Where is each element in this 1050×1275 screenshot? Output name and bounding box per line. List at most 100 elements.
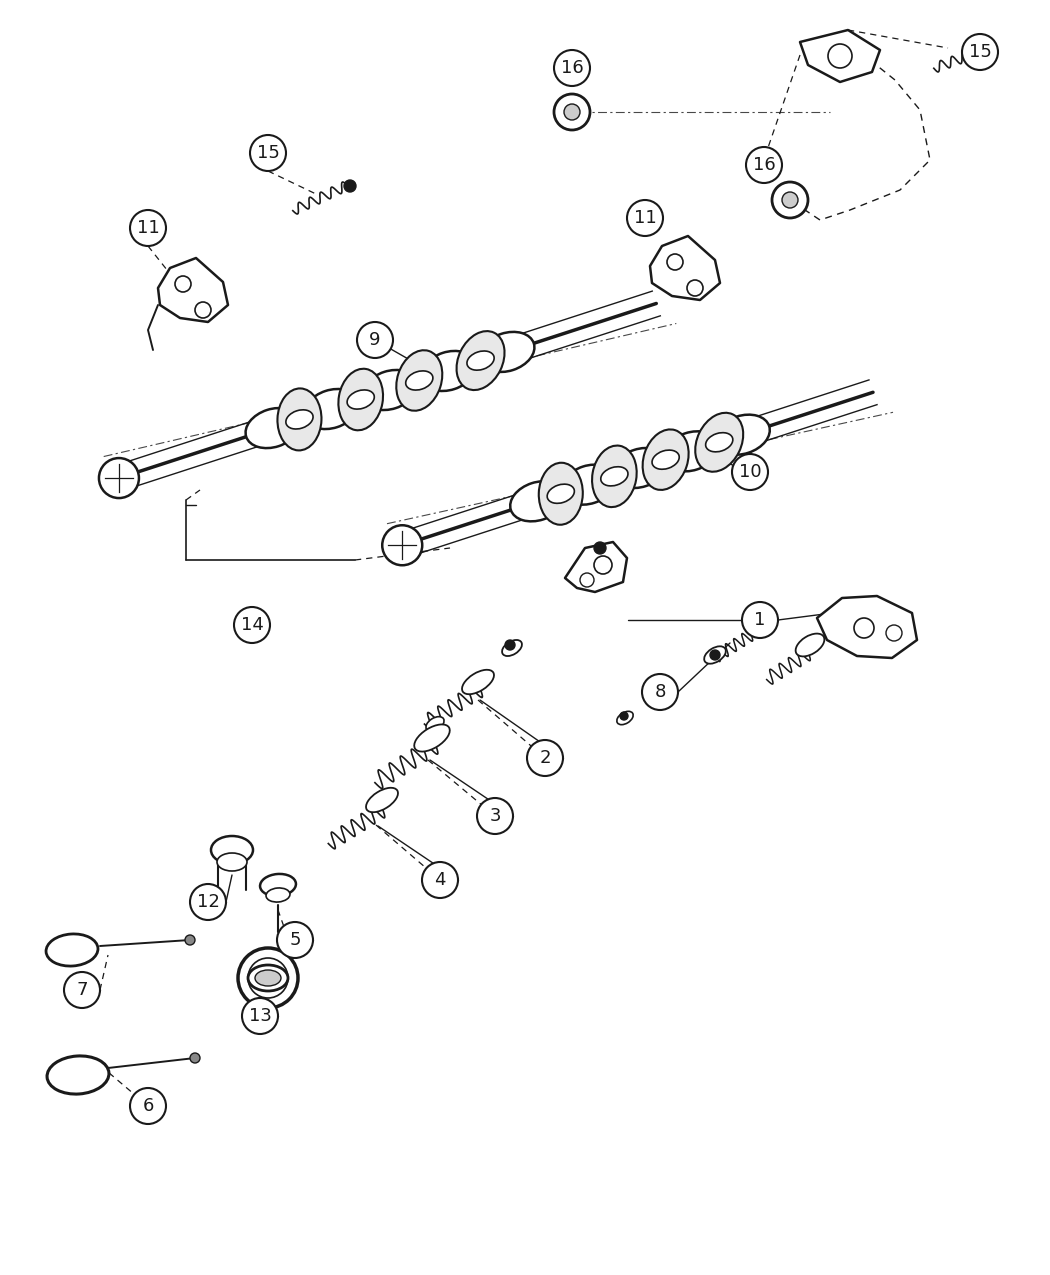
Circle shape bbox=[195, 302, 211, 317]
Ellipse shape bbox=[396, 351, 442, 411]
Circle shape bbox=[190, 1053, 200, 1063]
Circle shape bbox=[642, 674, 678, 710]
Circle shape bbox=[422, 862, 458, 898]
Ellipse shape bbox=[601, 467, 628, 486]
Circle shape bbox=[782, 193, 798, 208]
Polygon shape bbox=[650, 236, 720, 300]
Ellipse shape bbox=[415, 724, 449, 751]
Text: 15: 15 bbox=[256, 144, 279, 162]
Text: 5: 5 bbox=[289, 931, 300, 949]
Circle shape bbox=[687, 280, 704, 296]
Ellipse shape bbox=[467, 351, 495, 370]
Text: 11: 11 bbox=[136, 219, 160, 237]
Text: 9: 9 bbox=[370, 332, 381, 349]
Circle shape bbox=[175, 275, 191, 292]
Ellipse shape bbox=[480, 332, 534, 372]
Ellipse shape bbox=[255, 970, 281, 986]
Circle shape bbox=[382, 525, 422, 565]
Ellipse shape bbox=[705, 646, 726, 664]
Circle shape bbox=[742, 602, 778, 638]
Circle shape bbox=[962, 34, 998, 70]
Circle shape bbox=[710, 650, 720, 660]
Circle shape bbox=[277, 922, 313, 958]
Ellipse shape bbox=[366, 788, 398, 812]
Text: 8: 8 bbox=[654, 683, 666, 701]
Text: 2: 2 bbox=[540, 748, 551, 768]
Circle shape bbox=[667, 254, 682, 270]
Ellipse shape bbox=[304, 389, 359, 430]
Circle shape bbox=[64, 972, 100, 1009]
Ellipse shape bbox=[539, 463, 583, 525]
Circle shape bbox=[594, 556, 612, 574]
Text: 14: 14 bbox=[240, 616, 264, 634]
Polygon shape bbox=[817, 595, 917, 658]
Circle shape bbox=[130, 210, 166, 246]
Circle shape bbox=[242, 998, 278, 1034]
Ellipse shape bbox=[652, 450, 679, 469]
Circle shape bbox=[250, 135, 286, 171]
Text: 15: 15 bbox=[968, 43, 991, 61]
Ellipse shape bbox=[616, 711, 633, 724]
Polygon shape bbox=[800, 31, 880, 82]
Ellipse shape bbox=[338, 368, 383, 430]
Polygon shape bbox=[565, 542, 627, 592]
Ellipse shape bbox=[715, 414, 770, 455]
Circle shape bbox=[185, 935, 195, 945]
Circle shape bbox=[886, 625, 902, 641]
Circle shape bbox=[732, 454, 768, 490]
Circle shape bbox=[984, 41, 996, 54]
Text: 1: 1 bbox=[754, 611, 765, 629]
Circle shape bbox=[130, 1088, 166, 1125]
Ellipse shape bbox=[426, 717, 444, 732]
Ellipse shape bbox=[277, 389, 321, 450]
Text: 13: 13 bbox=[249, 1007, 272, 1025]
Ellipse shape bbox=[547, 484, 574, 504]
Circle shape bbox=[580, 572, 594, 586]
Circle shape bbox=[554, 50, 590, 85]
Text: 10: 10 bbox=[739, 463, 761, 481]
Ellipse shape bbox=[286, 409, 313, 428]
Ellipse shape bbox=[643, 430, 689, 490]
Ellipse shape bbox=[796, 634, 824, 657]
Circle shape bbox=[357, 323, 393, 358]
Text: 12: 12 bbox=[196, 892, 219, 912]
Ellipse shape bbox=[613, 448, 667, 488]
Circle shape bbox=[505, 640, 514, 650]
Text: 7: 7 bbox=[77, 980, 88, 1000]
Ellipse shape bbox=[47, 1056, 109, 1094]
Ellipse shape bbox=[421, 351, 476, 391]
Ellipse shape bbox=[695, 413, 743, 472]
Ellipse shape bbox=[248, 965, 288, 991]
Circle shape bbox=[772, 182, 808, 218]
Ellipse shape bbox=[46, 933, 98, 966]
Ellipse shape bbox=[266, 887, 290, 901]
Ellipse shape bbox=[211, 836, 253, 864]
Circle shape bbox=[554, 94, 590, 130]
Circle shape bbox=[854, 618, 874, 638]
Text: 11: 11 bbox=[633, 209, 656, 227]
Circle shape bbox=[190, 884, 226, 921]
Circle shape bbox=[344, 180, 356, 193]
Circle shape bbox=[234, 607, 270, 643]
Ellipse shape bbox=[348, 390, 374, 409]
Circle shape bbox=[746, 147, 782, 184]
Polygon shape bbox=[158, 258, 228, 323]
Circle shape bbox=[99, 458, 139, 499]
Circle shape bbox=[527, 740, 563, 776]
Ellipse shape bbox=[502, 640, 522, 657]
Ellipse shape bbox=[457, 332, 505, 390]
Circle shape bbox=[828, 45, 852, 68]
Circle shape bbox=[564, 105, 580, 120]
Circle shape bbox=[620, 711, 628, 720]
Ellipse shape bbox=[462, 669, 493, 694]
Text: 16: 16 bbox=[753, 156, 775, 173]
Ellipse shape bbox=[217, 853, 247, 871]
Text: 16: 16 bbox=[561, 59, 584, 76]
Ellipse shape bbox=[510, 481, 565, 521]
Circle shape bbox=[594, 542, 606, 555]
Circle shape bbox=[627, 200, 663, 236]
Ellipse shape bbox=[592, 445, 636, 507]
Text: 4: 4 bbox=[435, 871, 446, 889]
Ellipse shape bbox=[246, 408, 300, 448]
Text: 6: 6 bbox=[143, 1096, 153, 1116]
